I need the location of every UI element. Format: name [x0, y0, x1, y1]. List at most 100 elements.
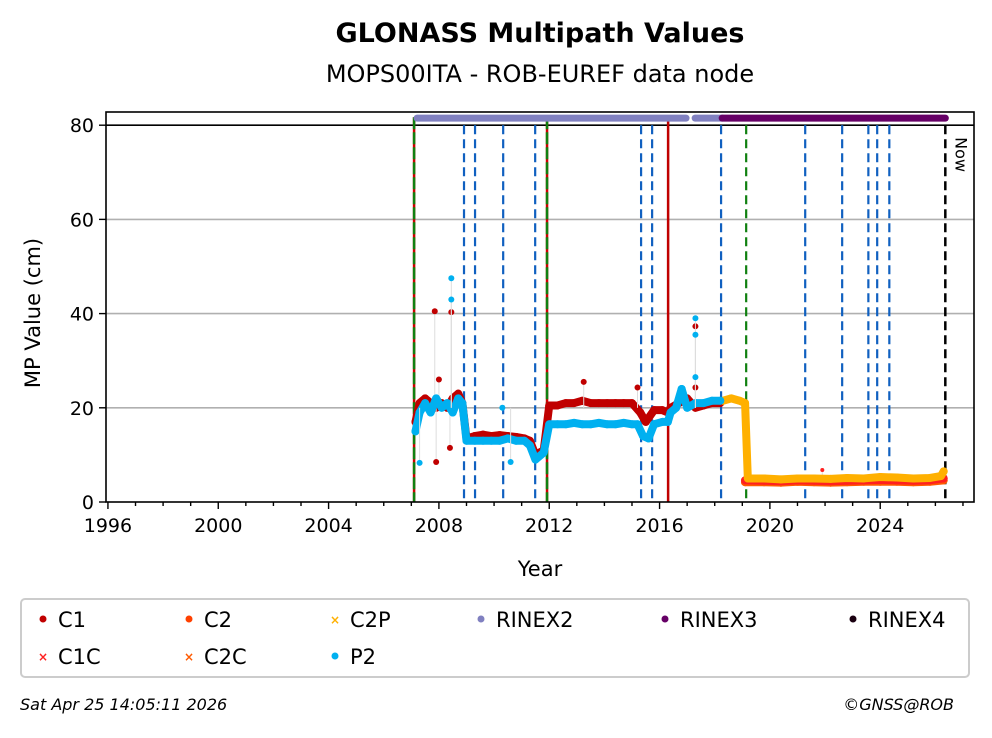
legend-label-c2c: C2C	[204, 645, 247, 669]
data-point-c2p	[810, 474, 819, 483]
data-point-p2	[627, 420, 636, 429]
data-point-p2	[611, 420, 620, 429]
data-point-p2	[666, 408, 675, 417]
legend-label-rinex3: RINEX3	[680, 608, 758, 632]
data-point-c1	[636, 408, 645, 417]
data-point-p2	[553, 420, 562, 429]
series-c2p-band	[719, 394, 948, 484]
data-point-p2	[619, 418, 628, 427]
y-tick-label: 40	[70, 304, 94, 326]
data-point-p2	[650, 420, 659, 429]
data-point-c2p	[925, 473, 934, 482]
legend-label-c1: C1	[58, 608, 86, 632]
y-axis-label: MP Value (cm)	[21, 238, 45, 388]
x-tick-label: 2020	[746, 515, 794, 537]
x-tick-label: 2012	[525, 515, 573, 537]
data-point-c1	[627, 399, 636, 408]
data-point-p2	[448, 408, 457, 417]
data-point-p2	[426, 408, 435, 417]
data-point-p2-outlier	[692, 331, 699, 338]
legend-marker-p2	[331, 652, 339, 660]
data-point-c2p	[776, 475, 785, 484]
data-point-p2	[470, 436, 479, 445]
data-point-p2	[633, 420, 642, 429]
y-tick-label: 0	[82, 492, 94, 514]
x-tick-label: 2000	[194, 515, 242, 537]
data-point-p2-outlier	[416, 459, 423, 466]
data-point-p2	[570, 418, 579, 427]
x-tick-label: 2004	[304, 515, 352, 537]
data-point-c1c-outlier	[820, 467, 825, 472]
data-point-p2	[443, 399, 452, 408]
data-point-c1-outlier	[446, 444, 453, 451]
x-tick-label: 2008	[415, 515, 463, 537]
legend-marker-c2c: ×	[184, 650, 194, 664]
x-tick-label: 2016	[635, 515, 683, 537]
data-point-p2	[479, 436, 488, 445]
y-tick-label: 60	[70, 209, 94, 231]
data-point-p2	[586, 420, 595, 429]
data-point-p2	[458, 399, 467, 408]
data-point-p2	[716, 396, 725, 405]
legend-label-p2: P2	[350, 645, 376, 669]
data-point-p2	[432, 394, 441, 403]
data-point-p2	[503, 434, 512, 443]
data-point-c1	[479, 430, 488, 439]
data-point-c2p	[760, 474, 769, 483]
data-point-c2p	[892, 473, 901, 482]
data-point-p2	[663, 417, 672, 426]
data-point-c1-outlier	[580, 378, 587, 385]
data-point-c1	[553, 401, 562, 410]
data-point-p2	[411, 427, 420, 436]
axes-frame	[105, 111, 975, 503]
data-point-c2p	[909, 474, 918, 483]
data-point-p2	[603, 420, 612, 429]
data-point-c2p	[793, 474, 802, 483]
data-point-c2p	[859, 474, 868, 483]
chart-subtitle: MOPS00ITA - ROB-EUREF data node	[326, 60, 754, 88]
data-point-c2p	[876, 473, 885, 482]
footer-copyright: ©GNSS@ROB	[843, 695, 954, 714]
y-tick-label: 80	[70, 115, 94, 137]
data-point-p2	[437, 403, 446, 412]
data-point-c1-outlier	[431, 308, 438, 315]
chart-title: GLONASS Multipath Values	[335, 18, 744, 49]
data-point-p2	[531, 455, 540, 464]
plot-area: Now 1996 2000 2004 2008 2012 2016 2020 2024 0 20 40…	[70, 111, 975, 537]
data-point-p2	[487, 436, 496, 445]
legend-marker-rinex4	[849, 615, 857, 623]
data-point-p2	[545, 420, 554, 429]
data-point-c1-outlier	[433, 458, 440, 465]
data-point-c1	[561, 399, 570, 408]
data-point-c2p	[843, 473, 852, 482]
data-point-p2-outlier	[448, 296, 455, 303]
data-point-p2	[644, 434, 653, 443]
legend-label-c2p: C2P	[350, 608, 391, 632]
data-point-p2	[677, 384, 686, 393]
now-label: Now	[951, 137, 970, 172]
data-point-p2-outlier	[499, 404, 506, 411]
legend-marker-c2	[185, 615, 193, 623]
data-point-c1	[594, 399, 603, 408]
data-point-c2p	[727, 394, 736, 403]
legend-label-c1c: C1C	[58, 645, 101, 669]
legend-label-c2: C2	[204, 608, 232, 632]
x-axis-label: Year	[517, 557, 563, 581]
legend-marker-rinex2	[477, 615, 485, 623]
data-point-p2	[594, 418, 603, 427]
data-point-c1	[641, 417, 650, 426]
y-tick-label: 20	[70, 398, 94, 420]
data-point-c1	[545, 401, 554, 410]
data-point-c2p	[939, 467, 948, 476]
data-point-p2-outlier	[448, 275, 455, 282]
data-point-p2	[658, 417, 667, 426]
data-point-p2	[699, 399, 708, 408]
data-point-c1	[570, 399, 579, 408]
data-point-c2p	[826, 474, 835, 483]
data-point-p2	[561, 420, 570, 429]
data-point-c1-outlier	[634, 384, 641, 391]
data-point-p2	[462, 436, 471, 445]
data-point-p2	[539, 448, 548, 457]
legend-label-rinex2: RINEX2	[496, 608, 574, 632]
